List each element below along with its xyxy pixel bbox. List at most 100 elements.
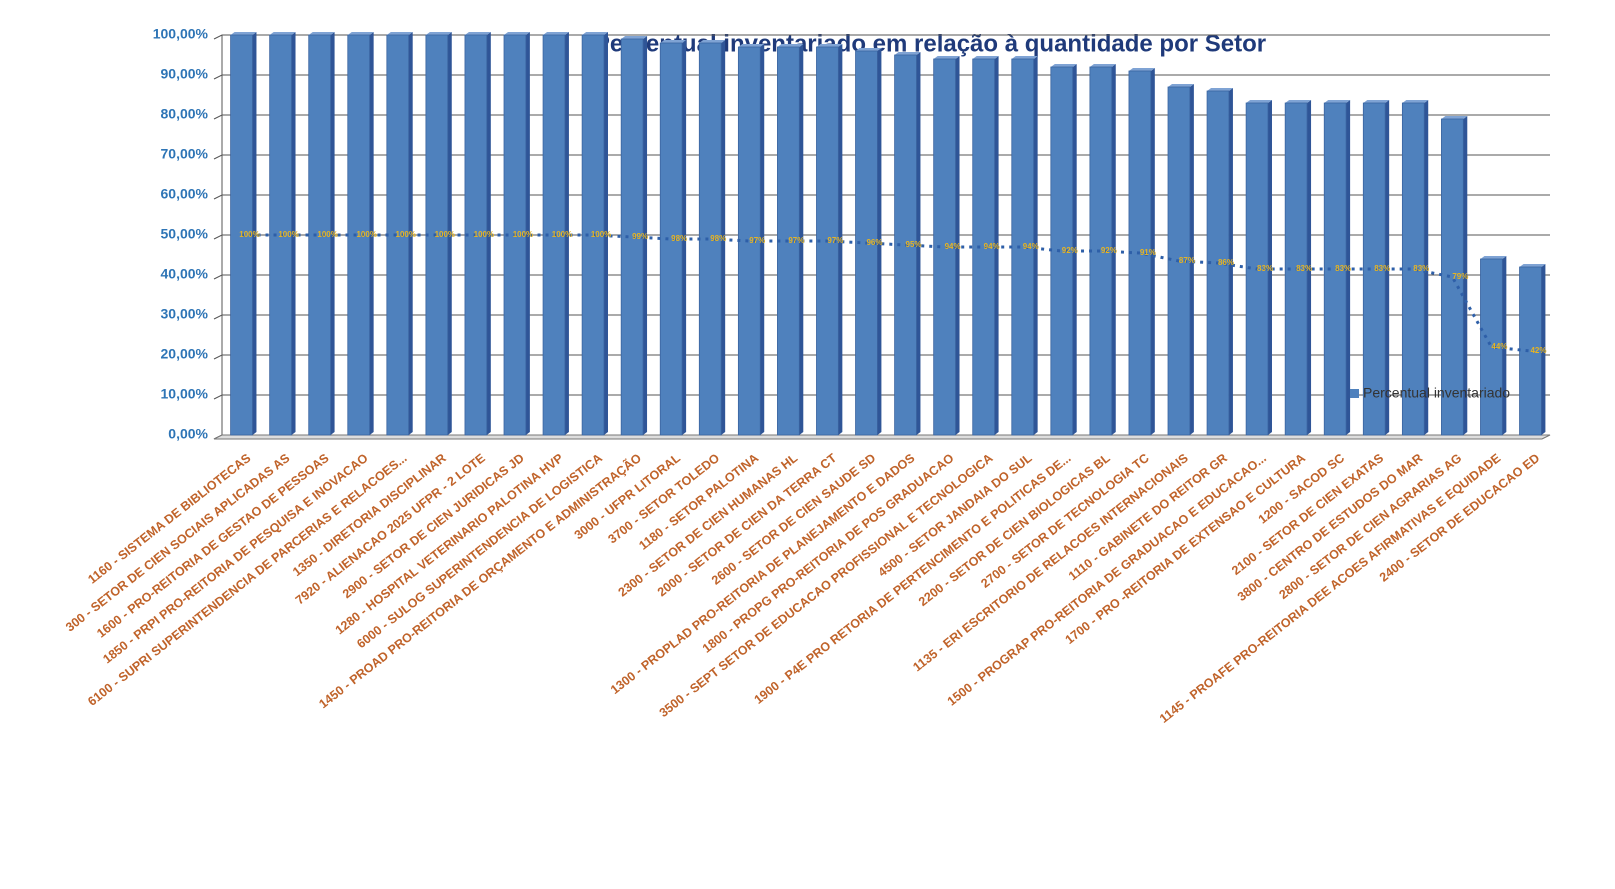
bar-top	[425, 32, 452, 35]
bar-side	[1502, 256, 1507, 435]
bar	[972, 56, 999, 436]
data-label: 83%	[1296, 264, 1312, 273]
bar-top	[1363, 100, 1390, 103]
bar-top	[777, 44, 804, 47]
y-tick-label: 70,00%	[161, 146, 209, 162]
bar	[620, 36, 648, 436]
data-label: 87%	[1179, 256, 1195, 265]
bar-top	[1402, 100, 1429, 103]
bar-side	[1307, 100, 1312, 435]
bar	[1519, 264, 1546, 436]
bar-top	[464, 32, 491, 35]
bar	[698, 40, 726, 436]
bar-top	[1519, 264, 1546, 267]
bar-side	[1111, 64, 1116, 435]
bar-top	[1168, 84, 1194, 87]
data-label: 100%	[278, 230, 298, 239]
data-label: 97%	[749, 236, 765, 245]
y-tick-label: 80,00%	[161, 106, 209, 122]
data-label: 100%	[552, 230, 572, 239]
data-label: 94%	[945, 242, 961, 251]
bar-top	[1089, 64, 1116, 67]
bar-top	[855, 48, 882, 51]
data-label: 42%	[1530, 346, 1546, 355]
bar-top	[308, 32, 335, 35]
bar-side	[799, 44, 804, 435]
data-label: 98%	[710, 234, 726, 243]
data-label: 91%	[1140, 248, 1156, 257]
bar-side	[1033, 56, 1038, 435]
bar-top	[1324, 100, 1351, 103]
bar-side	[1267, 100, 1272, 435]
data-label: 98%	[671, 234, 687, 243]
data-label: 100%	[513, 230, 533, 239]
bar-side	[1424, 100, 1429, 435]
bar-front	[1441, 118, 1464, 436]
bar-side	[838, 44, 843, 435]
bar	[1480, 256, 1507, 436]
data-label: 100%	[317, 230, 337, 239]
bar-side	[877, 48, 882, 435]
bar-side	[1189, 84, 1194, 435]
bar	[1441, 116, 1468, 436]
bar-top	[230, 32, 257, 35]
data-label: 100%	[591, 230, 611, 239]
bar-side	[994, 56, 999, 435]
bar-side	[1346, 100, 1351, 435]
data-label: 94%	[1023, 242, 1039, 251]
bar-top	[894, 52, 921, 55]
bar	[1011, 56, 1038, 436]
bar-side	[486, 32, 491, 435]
data-label: 94%	[984, 242, 1000, 251]
bar	[1401, 100, 1429, 436]
bar-side	[1385, 100, 1390, 435]
data-label: 96%	[866, 238, 882, 247]
data-label: 92%	[1101, 246, 1117, 255]
bar-side	[916, 52, 921, 435]
bar-top	[738, 44, 765, 47]
y-tick-label: 30,00%	[161, 306, 209, 322]
bar-top	[1128, 68, 1155, 71]
legend-label: Percentual inventariado	[1363, 385, 1510, 401]
floor	[213, 434, 1551, 440]
data-label: 83%	[1413, 264, 1429, 273]
y-tick-label: 40,00%	[161, 266, 209, 282]
bar-top	[386, 32, 413, 35]
data-label: 100%	[435, 230, 455, 239]
data-label: 100%	[239, 230, 259, 239]
legend-swatch	[1350, 389, 1359, 398]
bar-side	[252, 32, 257, 435]
data-label: 100%	[356, 230, 376, 239]
bar-side	[330, 32, 335, 435]
bar-top	[621, 36, 648, 39]
bar-side	[1228, 88, 1233, 435]
bar-side	[603, 32, 608, 435]
bar-side	[1541, 264, 1546, 435]
bar-top	[816, 44, 843, 47]
data-label: 97%	[788, 236, 804, 245]
bar-top	[269, 32, 296, 35]
bar-top	[543, 32, 569, 35]
bar-top	[1246, 100, 1272, 103]
data-label: 83%	[1257, 264, 1273, 273]
bar-top	[1480, 256, 1507, 259]
y-tick-label: 20,00%	[161, 346, 209, 362]
bar-top	[1011, 56, 1038, 59]
bar-top	[1050, 64, 1077, 67]
bar-side	[643, 36, 648, 435]
bar	[1089, 64, 1116, 436]
chart-title: Percentual inventariado em relação à qua…	[594, 30, 1266, 57]
bar-top	[504, 32, 530, 35]
y-tick-label: 60,00%	[161, 186, 209, 202]
bar-side	[955, 56, 960, 435]
bar-side	[1150, 68, 1155, 435]
bar-top	[1207, 88, 1233, 91]
data-label: 83%	[1335, 264, 1351, 273]
data-label: 97%	[827, 236, 843, 245]
data-label: 44%	[1491, 342, 1507, 351]
bar-side	[564, 32, 569, 435]
y-tick-label: 10,00%	[161, 386, 209, 402]
y-tick-label: 90,00%	[161, 66, 209, 82]
bar-top	[1441, 116, 1468, 119]
